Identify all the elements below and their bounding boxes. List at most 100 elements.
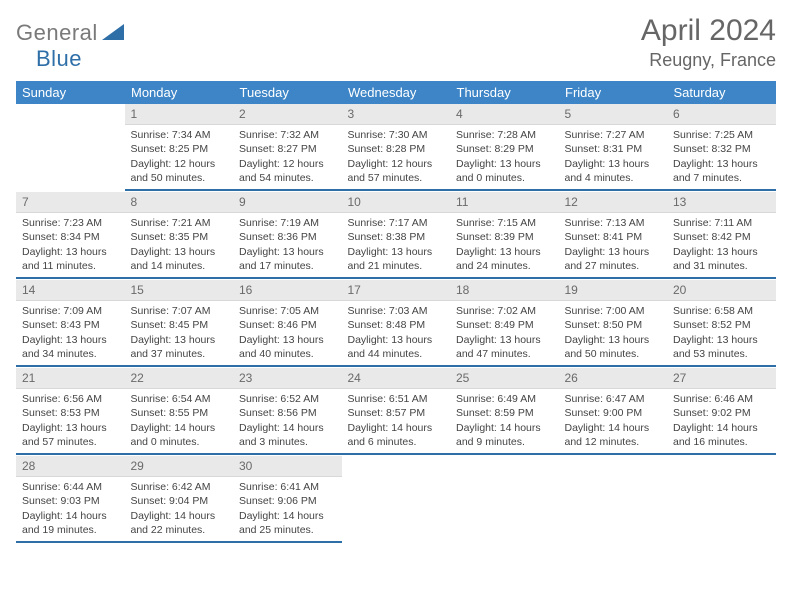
daylight-line: Daylight: 13 hours and 11 minutes. <box>22 245 119 273</box>
sunset-line: Sunset: 8:50 PM <box>565 318 662 332</box>
sunrise-line: Sunrise: 7:11 AM <box>673 216 770 230</box>
daylight-line: Daylight: 14 hours and 12 minutes. <box>565 421 662 449</box>
day-number: 26 <box>559 368 668 389</box>
sunset-line: Sunset: 8:25 PM <box>131 142 228 156</box>
daylight-line: Daylight: 14 hours and 3 minutes. <box>239 421 336 449</box>
calendar-cell: 27Sunrise: 6:46 AMSunset: 9:02 PMDayligh… <box>667 368 776 456</box>
sunset-line: Sunset: 9:04 PM <box>131 494 228 508</box>
calendar-cell: 24Sunrise: 6:51 AMSunset: 8:57 PMDayligh… <box>342 368 451 456</box>
sunset-line: Sunset: 8:46 PM <box>239 318 336 332</box>
calendar-cell: 23Sunrise: 6:52 AMSunset: 8:56 PMDayligh… <box>233 368 342 456</box>
sunrise-line: Sunrise: 7:21 AM <box>131 216 228 230</box>
sunrise-line: Sunrise: 6:51 AM <box>348 392 445 406</box>
sunrise-line: Sunrise: 7:07 AM <box>131 304 228 318</box>
day-details: Sunrise: 6:44 AMSunset: 9:03 PMDaylight:… <box>16 477 125 543</box>
brand-logo: General <box>16 20 126 46</box>
calendar-cell: 22Sunrise: 6:54 AMSunset: 8:55 PMDayligh… <box>125 368 234 456</box>
calendar-cell: 1Sunrise: 7:34 AMSunset: 8:25 PMDaylight… <box>125 104 234 192</box>
sunrise-line: Sunrise: 7:23 AM <box>22 216 119 230</box>
calendar-cell: 8Sunrise: 7:21 AMSunset: 8:35 PMDaylight… <box>125 192 234 280</box>
sunrise-line: Sunrise: 7:09 AM <box>22 304 119 318</box>
sunrise-line: Sunrise: 7:03 AM <box>348 304 445 318</box>
daylight-line: Daylight: 12 hours and 57 minutes. <box>348 157 445 185</box>
calendar-cell: 14Sunrise: 7:09 AMSunset: 8:43 PMDayligh… <box>16 280 125 368</box>
calendar-cell: 25Sunrise: 6:49 AMSunset: 8:59 PMDayligh… <box>450 368 559 456</box>
calendar-cell: 4Sunrise: 7:28 AMSunset: 8:29 PMDaylight… <box>450 104 559 192</box>
daylight-line: Daylight: 14 hours and 0 minutes. <box>131 421 228 449</box>
daylight-line: Daylight: 12 hours and 50 minutes. <box>131 157 228 185</box>
day-number: 22 <box>125 368 234 389</box>
calendar-cell: 6Sunrise: 7:25 AMSunset: 8:32 PMDaylight… <box>667 104 776 192</box>
daylight-line: Daylight: 13 hours and 40 minutes. <box>239 333 336 361</box>
day-details: Sunrise: 6:58 AMSunset: 8:52 PMDaylight:… <box>667 301 776 367</box>
daylight-line: Daylight: 13 hours and 27 minutes. <box>565 245 662 273</box>
calendar-row: 7Sunrise: 7:23 AMSunset: 8:34 PMDaylight… <box>16 192 776 280</box>
day-details: Sunrise: 7:34 AMSunset: 8:25 PMDaylight:… <box>125 125 234 191</box>
day-details: Sunrise: 7:21 AMSunset: 8:35 PMDaylight:… <box>125 213 234 279</box>
calendar-cell: 28Sunrise: 6:44 AMSunset: 9:03 PMDayligh… <box>16 456 125 544</box>
calendar-cell: 2Sunrise: 7:32 AMSunset: 8:27 PMDaylight… <box>233 104 342 192</box>
daylight-line: Daylight: 12 hours and 54 minutes. <box>239 157 336 185</box>
daylight-line: Daylight: 13 hours and 14 minutes. <box>131 245 228 273</box>
sunset-line: Sunset: 8:53 PM <box>22 406 119 420</box>
page-title: April 2024 <box>641 14 776 48</box>
sunrise-line: Sunrise: 7:05 AM <box>239 304 336 318</box>
day-number: 11 <box>450 192 559 213</box>
sunset-line: Sunset: 8:57 PM <box>348 406 445 420</box>
day-number: 28 <box>16 456 125 477</box>
day-number: 20 <box>667 280 776 301</box>
sunset-line: Sunset: 8:31 PM <box>565 142 662 156</box>
weekday-header: Thursday <box>450 81 559 104</box>
daylight-line: Daylight: 14 hours and 9 minutes. <box>456 421 553 449</box>
calendar-row: 1Sunrise: 7:34 AMSunset: 8:25 PMDaylight… <box>16 104 776 192</box>
daylight-line: Daylight: 13 hours and 4 minutes. <box>565 157 662 185</box>
calendar-page: General April 2024 Reugny, France Blue S… <box>0 0 792 612</box>
sunrise-line: Sunrise: 6:46 AM <box>673 392 770 406</box>
day-details: Sunrise: 7:25 AMSunset: 8:32 PMDaylight:… <box>667 125 776 191</box>
calendar-cell <box>450 456 559 544</box>
daylight-line: Daylight: 13 hours and 34 minutes. <box>22 333 119 361</box>
day-details: Sunrise: 7:03 AMSunset: 8:48 PMDaylight:… <box>342 301 451 367</box>
calendar-cell: 19Sunrise: 7:00 AMSunset: 8:50 PMDayligh… <box>559 280 668 368</box>
sunset-line: Sunset: 8:41 PM <box>565 230 662 244</box>
day-number: 25 <box>450 368 559 389</box>
day-details: Sunrise: 7:13 AMSunset: 8:41 PMDaylight:… <box>559 213 668 279</box>
day-details: Sunrise: 7:17 AMSunset: 8:38 PMDaylight:… <box>342 213 451 279</box>
daylight-line: Daylight: 13 hours and 0 minutes. <box>456 157 553 185</box>
day-number: 17 <box>342 280 451 301</box>
sunset-line: Sunset: 8:32 PM <box>673 142 770 156</box>
day-details: Sunrise: 7:05 AMSunset: 8:46 PMDaylight:… <box>233 301 342 367</box>
day-number: 19 <box>559 280 668 301</box>
day-number: 3 <box>342 104 451 125</box>
day-number: 13 <box>667 192 776 213</box>
calendar-cell: 10Sunrise: 7:17 AMSunset: 8:38 PMDayligh… <box>342 192 451 280</box>
calendar-cell: 13Sunrise: 7:11 AMSunset: 8:42 PMDayligh… <box>667 192 776 280</box>
daylight-line: Daylight: 13 hours and 50 minutes. <box>565 333 662 361</box>
daylight-line: Daylight: 14 hours and 22 minutes. <box>131 509 228 537</box>
day-details: Sunrise: 7:02 AMSunset: 8:49 PMDaylight:… <box>450 301 559 367</box>
sunset-line: Sunset: 8:49 PM <box>456 318 553 332</box>
sunset-line: Sunset: 8:59 PM <box>456 406 553 420</box>
day-details: Sunrise: 6:56 AMSunset: 8:53 PMDaylight:… <box>16 389 125 455</box>
day-details: Sunrise: 7:07 AMSunset: 8:45 PMDaylight:… <box>125 301 234 367</box>
day-details: Sunrise: 7:15 AMSunset: 8:39 PMDaylight:… <box>450 213 559 279</box>
calendar-cell: 26Sunrise: 6:47 AMSunset: 9:00 PMDayligh… <box>559 368 668 456</box>
calendar-cell: 21Sunrise: 6:56 AMSunset: 8:53 PMDayligh… <box>16 368 125 456</box>
day-number: 16 <box>233 280 342 301</box>
calendar-cell <box>667 456 776 544</box>
sunset-line: Sunset: 8:42 PM <box>673 230 770 244</box>
calendar-cell: 12Sunrise: 7:13 AMSunset: 8:41 PMDayligh… <box>559 192 668 280</box>
day-number: 7 <box>16 192 125 213</box>
calendar-cell <box>342 456 451 544</box>
calendar-cell: 20Sunrise: 6:58 AMSunset: 8:52 PMDayligh… <box>667 280 776 368</box>
weekday-header: Sunday <box>16 81 125 104</box>
calendar-body: 1Sunrise: 7:34 AMSunset: 8:25 PMDaylight… <box>16 104 776 544</box>
daylight-line: Daylight: 13 hours and 24 minutes. <box>456 245 553 273</box>
weekday-header: Monday <box>125 81 234 104</box>
sunrise-line: Sunrise: 7:25 AM <box>673 128 770 142</box>
day-details: Sunrise: 6:54 AMSunset: 8:55 PMDaylight:… <box>125 389 234 455</box>
calendar-cell: 15Sunrise: 7:07 AMSunset: 8:45 PMDayligh… <box>125 280 234 368</box>
sunrise-line: Sunrise: 7:30 AM <box>348 128 445 142</box>
day-details: Sunrise: 7:09 AMSunset: 8:43 PMDaylight:… <box>16 301 125 367</box>
sunset-line: Sunset: 8:38 PM <box>348 230 445 244</box>
